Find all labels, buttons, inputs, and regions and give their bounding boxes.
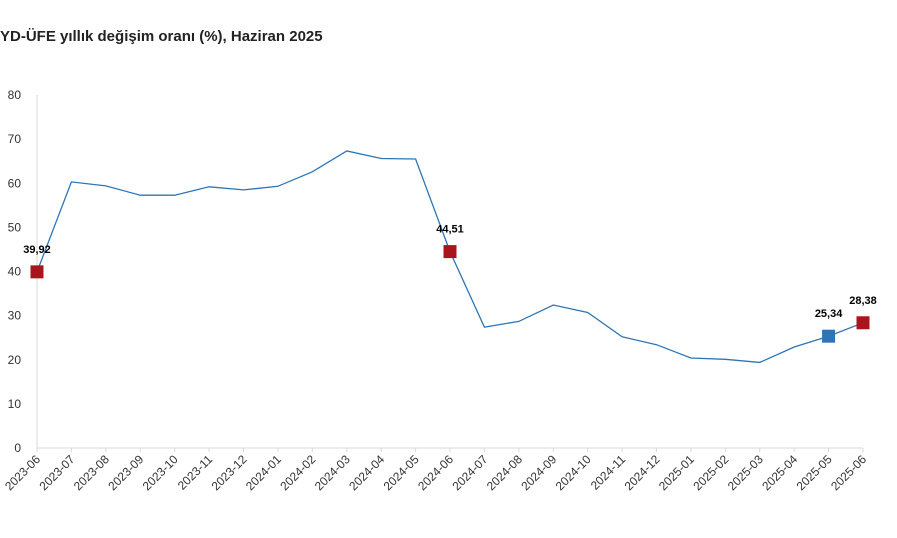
y-tick-label: 20 [8, 353, 22, 367]
x-tick-label: 2023-08 [71, 452, 112, 493]
x-tick-label: 2025-06 [828, 452, 869, 493]
y-tick-label: 60 [8, 176, 22, 190]
y-tick-label: 80 [8, 88, 22, 102]
x-tick-label: 2025-05 [794, 452, 835, 493]
x-tick-label: 2024-11 [588, 452, 629, 493]
x-tick-label: 2024-04 [346, 452, 387, 493]
x-tick-label: 2024-05 [381, 452, 422, 493]
x-tick-label: 2024-08 [484, 452, 525, 493]
data-point-marker [30, 265, 44, 279]
y-tick-label: 40 [8, 265, 22, 279]
data-point-marker [856, 316, 870, 330]
x-tick-label: 2023-06 [2, 452, 43, 493]
data-label: 25,34 [815, 308, 843, 320]
x-tick-label: 2024-02 [277, 452, 318, 493]
y-tick-label: 30 [8, 309, 22, 323]
x-tick-label: 2023-10 [140, 452, 181, 493]
x-tick-label: 2024-06 [415, 452, 456, 493]
x-tick-label: 2023-09 [105, 452, 146, 493]
x-tick-label: 2023-12 [209, 452, 250, 493]
x-tick-label: 2025-04 [759, 452, 800, 493]
x-tick-label: 2024-01 [243, 452, 284, 493]
x-tick-label: 2024-10 [553, 452, 594, 493]
y-tick-label: 0 [14, 441, 21, 455]
data-label: 28,38 [849, 295, 877, 307]
y-tick-label: 70 [8, 132, 22, 146]
chart-title: YD-ÜFE yıllık değişim oranı (%), Haziran… [0, 28, 323, 45]
y-tick-label: 10 [8, 397, 22, 411]
x-tick-label: 2024-09 [518, 452, 559, 493]
data-point-marker [443, 245, 457, 259]
y-tick-label: 50 [8, 220, 22, 234]
x-tick-label: 2024-12 [622, 452, 663, 493]
x-tick-label: 2024-07 [449, 452, 490, 493]
data-label: 39,92 [23, 244, 51, 256]
x-tick-label: 2023-11 [175, 452, 216, 493]
x-tick-label: 2025-02 [690, 452, 731, 493]
x-tick-label: 2023-07 [36, 452, 77, 493]
x-tick-label: 2025-03 [725, 452, 766, 493]
data-label: 44,51 [436, 224, 464, 236]
x-axis: 2023-062023-072023-082023-092023-102023-… [2, 447, 869, 493]
plot-area: 39,92 44,51 25,34 28,38 [23, 150, 877, 364]
x-tick-label: 2024-03 [312, 452, 353, 493]
x-tick-label: 2025-01 [656, 452, 697, 493]
data-point-marker [822, 329, 836, 343]
